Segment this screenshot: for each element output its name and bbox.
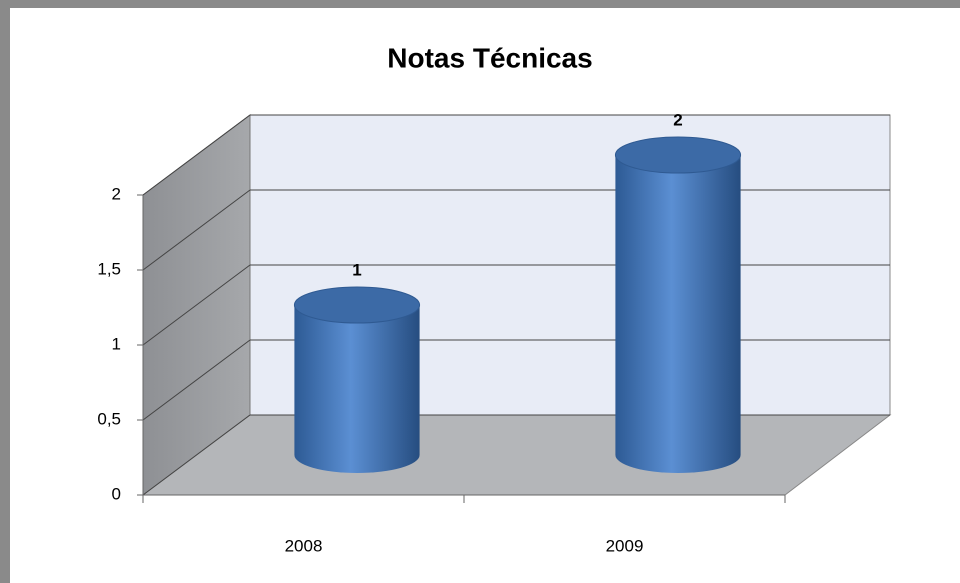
grid-line [142, 264, 251, 346]
data-label: 1 [352, 260, 361, 279]
bar-body [294, 305, 420, 473]
floor [141, 414, 892, 496]
y-tick-label: 2 [112, 184, 121, 203]
x-tick-label: 2009 [606, 536, 644, 555]
x-tick-label: 2008 [285, 536, 323, 555]
bar-top [614, 136, 742, 174]
grid-line [142, 414, 251, 496]
data-label: 2 [673, 110, 682, 129]
grid-line [142, 339, 251, 421]
bar-top [293, 286, 421, 324]
grid-line [142, 114, 251, 196]
grid-line [142, 189, 251, 271]
y-tick-label: 1 [112, 334, 121, 353]
chart-title: Notas Técnicas [387, 42, 592, 73]
bar-body [615, 155, 741, 473]
y-tick-label: 0 [112, 484, 121, 503]
bar [293, 286, 421, 473]
bar [614, 136, 742, 473]
y-tick-label: 1,5 [97, 259, 121, 278]
y-tick-label: 0,5 [97, 409, 121, 428]
